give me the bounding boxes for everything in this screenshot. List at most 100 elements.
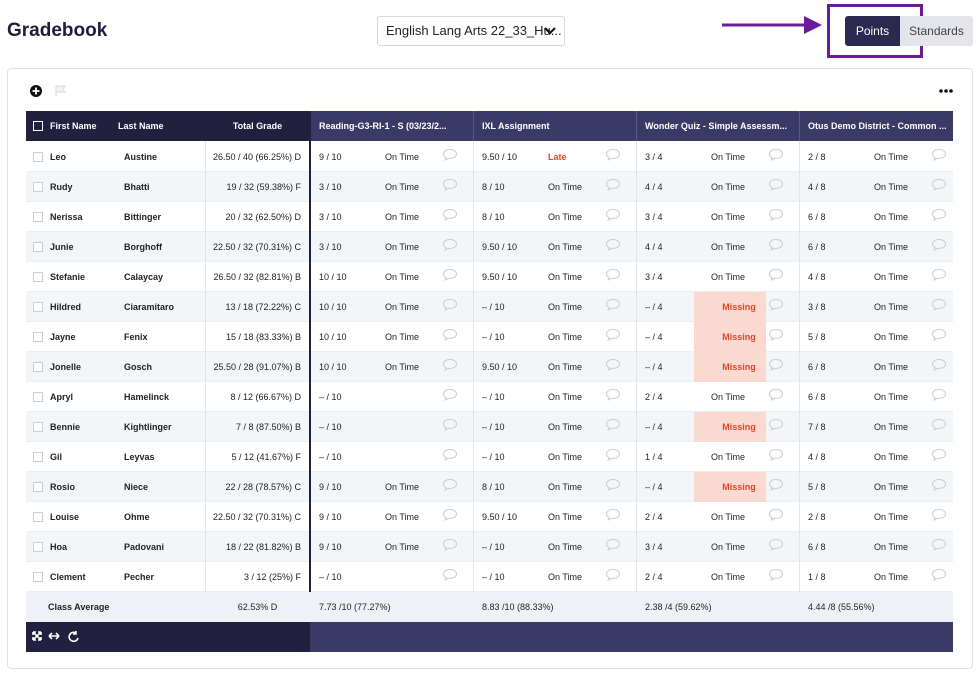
comment-icon[interactable] <box>442 388 458 401</box>
comment-icon[interactable] <box>931 148 947 161</box>
comment-icon[interactable] <box>931 298 947 311</box>
score[interactable]: – / 10 <box>482 392 505 402</box>
table-controls[interactable] <box>31 630 91 644</box>
comment-icon[interactable] <box>768 508 784 521</box>
column-header[interactable]: Reading-G3-RI-1 - S (03/23/2... <box>319 121 447 131</box>
score[interactable]: – / 4 <box>645 362 663 372</box>
comment-icon[interactable] <box>442 418 458 431</box>
comment-icon[interactable] <box>605 298 621 311</box>
comment-icon[interactable] <box>931 208 947 221</box>
comment-icon[interactable] <box>442 508 458 521</box>
row-checkbox[interactable] <box>33 422 43 432</box>
comment-icon[interactable] <box>605 238 621 251</box>
score[interactable]: 3 / 10 <box>319 212 342 222</box>
score[interactable]: – / 10 <box>482 422 505 432</box>
column-header[interactable]: IXL Assignment <box>482 121 550 131</box>
score[interactable]: 10 / 10 <box>319 332 347 342</box>
row-checkbox[interactable] <box>33 212 43 222</box>
comment-icon[interactable] <box>931 328 947 341</box>
comment-icon[interactable] <box>768 568 784 581</box>
comment-icon[interactable] <box>442 178 458 191</box>
score[interactable]: 6 / 8 <box>808 542 826 552</box>
comment-icon[interactable] <box>931 178 947 191</box>
score[interactable]: 9.50 / 10 <box>482 152 518 162</box>
score[interactable]: – / 10 <box>482 542 505 552</box>
comment-icon[interactable] <box>442 568 458 581</box>
score[interactable]: 3 / 10 <box>319 242 342 252</box>
comment-icon[interactable] <box>768 208 784 221</box>
comment-icon[interactable] <box>442 448 458 461</box>
score[interactable]: 3 / 4 <box>645 272 663 282</box>
score[interactable]: – / 10 <box>319 572 342 582</box>
comment-icon[interactable] <box>931 358 947 371</box>
comment-icon[interactable] <box>931 418 947 431</box>
comment-icon[interactable] <box>931 388 947 401</box>
score[interactable]: 9.50 / 10 <box>482 362 518 372</box>
score[interactable]: 2 / 8 <box>808 512 826 522</box>
score[interactable]: 3 / 4 <box>645 542 663 552</box>
score[interactable]: 9 / 10 <box>319 512 342 522</box>
add-button[interactable] <box>29 84 43 98</box>
score[interactable]: 4 / 8 <box>808 272 826 282</box>
score[interactable]: 6 / 8 <box>808 362 826 372</box>
score[interactable]: 2 / 8 <box>808 152 826 162</box>
select-all-checkbox[interactable] <box>33 121 43 131</box>
score[interactable]: 6 / 8 <box>808 242 826 252</box>
comment-icon[interactable] <box>931 268 947 281</box>
score[interactable]: 9 / 10 <box>319 542 342 552</box>
score[interactable]: 5 / 8 <box>808 482 826 492</box>
row-checkbox[interactable] <box>33 572 43 582</box>
comment-icon[interactable] <box>768 358 784 371</box>
row-checkbox[interactable] <box>33 512 43 522</box>
comment-icon[interactable] <box>605 358 621 371</box>
score[interactable]: 9.50 / 10 <box>482 272 518 282</box>
score[interactable]: – / 4 <box>645 482 663 492</box>
comment-icon[interactable] <box>768 388 784 401</box>
comment-icon[interactable] <box>931 448 947 461</box>
score[interactable]: 2 / 4 <box>645 392 663 402</box>
score[interactable]: 9.50 / 10 <box>482 242 518 252</box>
score[interactable]: 4 / 8 <box>808 452 826 462</box>
row-checkbox[interactable] <box>33 302 43 312</box>
score[interactable]: 10 / 10 <box>319 302 347 312</box>
score[interactable]: 5 / 8 <box>808 332 826 342</box>
score[interactable]: 3 / 8 <box>808 302 826 312</box>
score[interactable]: – / 10 <box>482 452 505 462</box>
row-checkbox[interactable] <box>33 332 43 342</box>
comment-icon[interactable] <box>605 508 621 521</box>
score[interactable]: 1 / 4 <box>645 452 663 462</box>
row-checkbox[interactable] <box>33 182 43 192</box>
comment-icon[interactable] <box>768 178 784 191</box>
score[interactable]: – / 4 <box>645 302 663 312</box>
row-checkbox[interactable] <box>33 362 43 372</box>
score[interactable]: 3 / 4 <box>645 152 663 162</box>
score[interactable]: 10 / 10 <box>319 362 347 372</box>
comment-icon[interactable] <box>442 268 458 281</box>
comment-icon[interactable] <box>768 328 784 341</box>
comment-icon[interactable] <box>605 268 621 281</box>
flag-icon[interactable] <box>54 85 68 97</box>
score[interactable]: 6 / 8 <box>808 392 826 402</box>
comment-icon[interactable] <box>442 478 458 491</box>
comment-icon[interactable] <box>768 418 784 431</box>
score[interactable]: – / 10 <box>319 422 342 432</box>
points-toggle[interactable]: Points <box>845 16 900 46</box>
comment-icon[interactable] <box>605 448 621 461</box>
comment-icon[interactable] <box>605 388 621 401</box>
course-dropdown[interactable]: English Lang Arts 22_33_Hu... <box>377 16 565 46</box>
comment-icon[interactable] <box>931 568 947 581</box>
score[interactable]: 10 / 10 <box>319 272 347 282</box>
score[interactable]: 4 / 8 <box>808 182 826 192</box>
score[interactable]: – / 4 <box>645 332 663 342</box>
score[interactable]: 9.50 / 10 <box>482 512 518 522</box>
score[interactable]: 4 / 4 <box>645 182 663 192</box>
comment-icon[interactable] <box>768 268 784 281</box>
score[interactable]: 2 / 4 <box>645 512 663 522</box>
comment-icon[interactable] <box>605 148 621 161</box>
row-checkbox[interactable] <box>33 452 43 462</box>
score[interactable]: 8 / 10 <box>482 212 505 222</box>
row-checkbox[interactable] <box>33 272 43 282</box>
row-checkbox[interactable] <box>33 152 43 162</box>
score[interactable]: – / 10 <box>319 392 342 402</box>
comment-icon[interactable] <box>931 508 947 521</box>
